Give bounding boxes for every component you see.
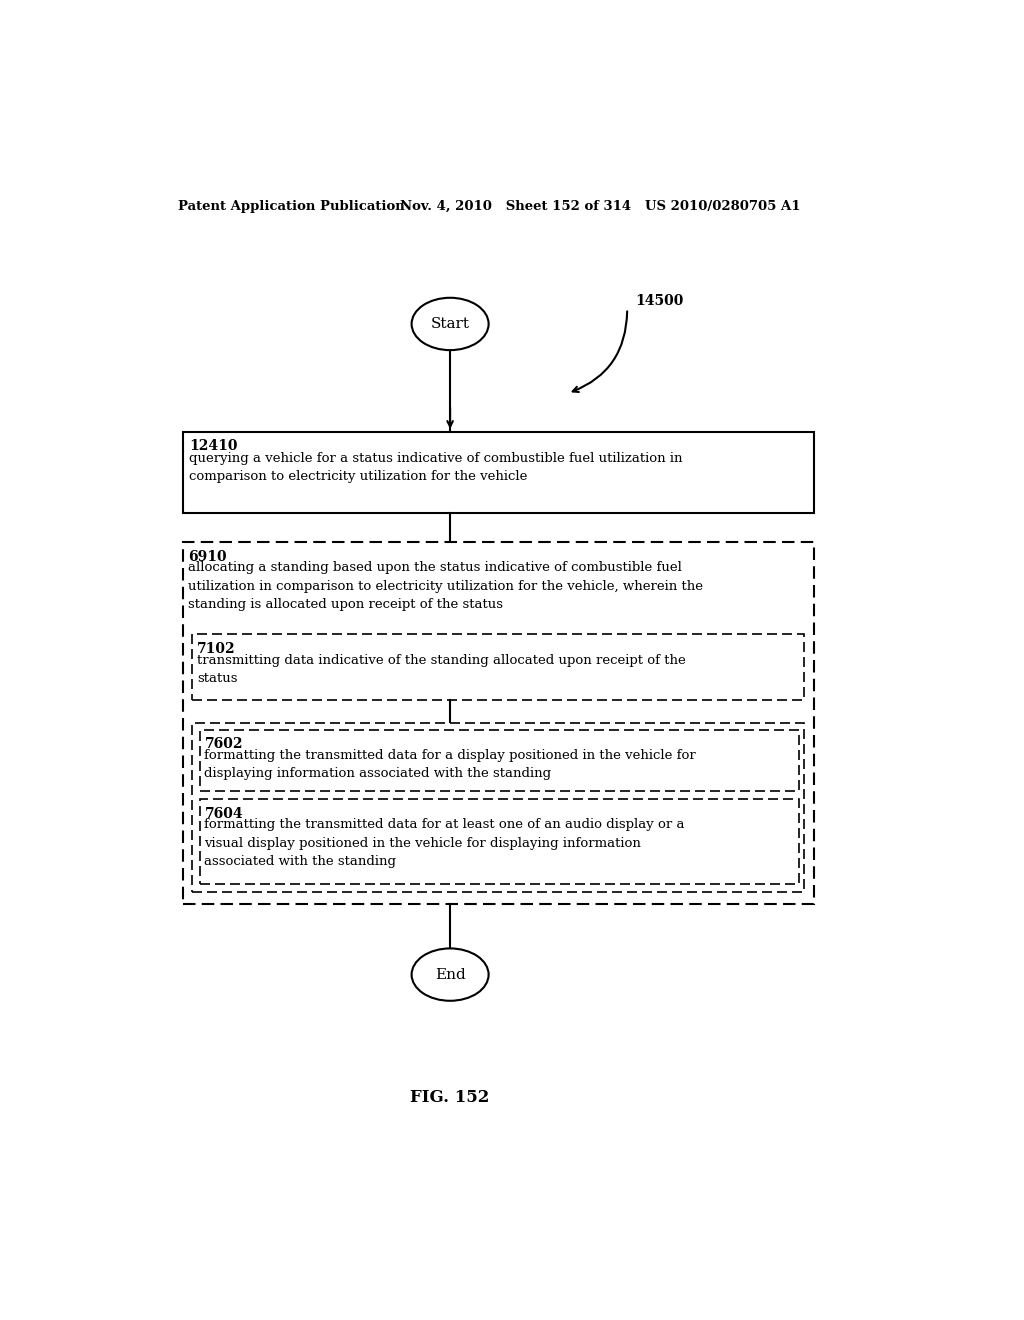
Text: 7102: 7102 xyxy=(197,642,236,656)
Text: 12410: 12410 xyxy=(189,440,238,454)
Bar xyxy=(200,799,799,884)
Text: 7604: 7604 xyxy=(205,807,243,821)
Text: Patent Application Publication: Patent Application Publication xyxy=(178,199,406,213)
Text: allocating a standing based upon the status indicative of combustible fuel
utili: allocating a standing based upon the sta… xyxy=(188,561,703,611)
Text: 6910: 6910 xyxy=(188,549,227,564)
Bar xyxy=(193,723,804,892)
Text: formatting the transmitted data for a display positioned in the vehicle for
disp: formatting the transmitted data for a di… xyxy=(205,748,696,780)
Text: Start: Start xyxy=(431,317,470,331)
Text: querying a vehicle for a status indicative of combustible fuel utilization in
co: querying a vehicle for a status indicati… xyxy=(189,451,683,483)
Bar xyxy=(193,635,804,700)
Text: FIG. 152: FIG. 152 xyxy=(411,1089,489,1106)
Bar xyxy=(183,432,814,512)
Ellipse shape xyxy=(412,298,488,350)
Bar xyxy=(200,730,799,792)
Text: formatting the transmitted data for at least one of an audio display or a
visual: formatting the transmitted data for at l… xyxy=(205,818,685,869)
Text: Nov. 4, 2010   Sheet 152 of 314   US 2010/0280705 A1: Nov. 4, 2010 Sheet 152 of 314 US 2010/02… xyxy=(400,199,801,213)
Text: transmitting data indicative of the standing allocated upon receipt of the
statu: transmitting data indicative of the stan… xyxy=(197,653,685,685)
Text: 7602: 7602 xyxy=(205,738,243,751)
Ellipse shape xyxy=(412,948,488,1001)
Text: End: End xyxy=(435,968,466,982)
Bar xyxy=(183,543,814,904)
Text: 14500: 14500 xyxy=(635,294,683,308)
